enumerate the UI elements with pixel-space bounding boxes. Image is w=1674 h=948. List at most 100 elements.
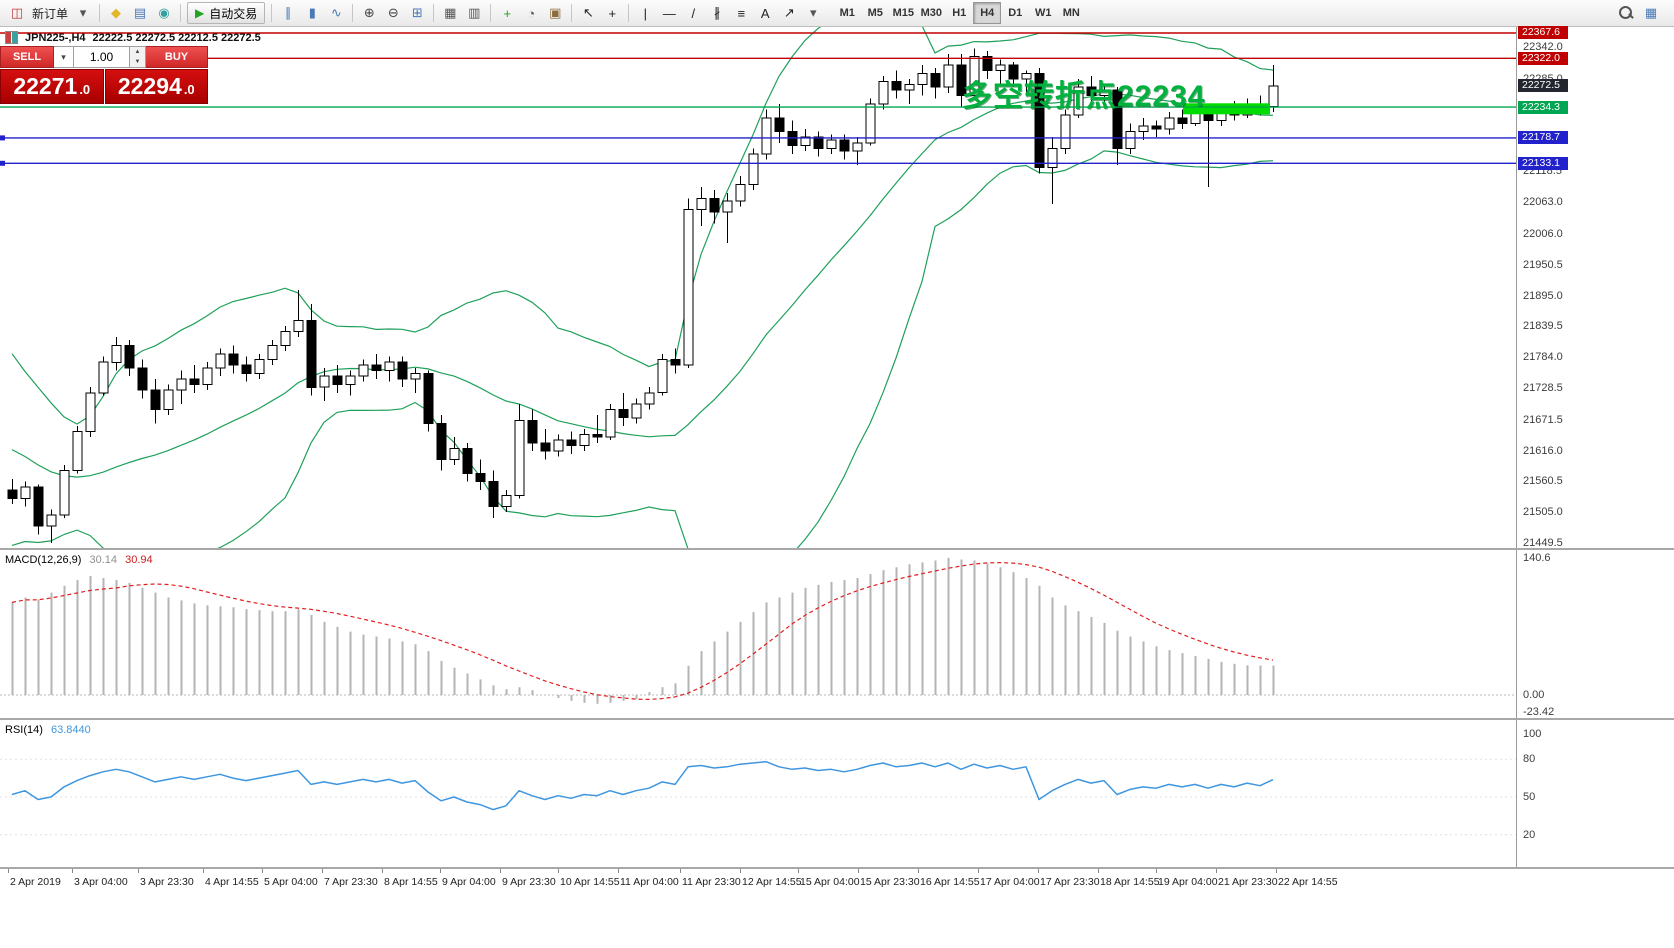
bar-chart-icon[interactable]: ∥ [285, 5, 292, 20]
timeframe-d1[interactable]: D1 [1008, 7, 1023, 19]
buy-button[interactable]: BUY [146, 46, 208, 68]
panel-splitter[interactable] [0, 718, 1674, 720]
periods-icon[interactable]: ◔ [527, 5, 536, 21]
buy-price-button[interactable]: 22294 .0 [104, 69, 208, 104]
trendline-icon[interactable]: / [691, 5, 696, 21]
timeframe-m15[interactable]: M15 [892, 7, 914, 19]
candle-body [1112, 89, 1123, 149]
timeframe-h4[interactable]: H4 [973, 2, 1002, 24]
time-tick [1038, 869, 1039, 873]
line-chart-icon[interactable]: ∿ [330, 5, 342, 20]
new-order-label[interactable]: 新订单 [32, 6, 69, 21]
time-tick [8, 869, 9, 873]
timeframe-w1[interactable]: W1 [1035, 7, 1052, 19]
chart-window[interactable]: JPN225-,H4 22222.5 22272.5 22212.5 22272… [0, 27, 1517, 548]
panel-splitter[interactable] [0, 867, 1674, 869]
cursor-icon[interactable]: ↖ [582, 5, 594, 20]
candle-body [319, 375, 330, 388]
metaeditor-icon[interactable]: ◆ [111, 5, 122, 20]
price-axis-label: 22063.0 [1523, 196, 1563, 208]
terminal-icon[interactable]: ▤ [133, 5, 147, 20]
lot-dropdown-caret-icon[interactable]: ▾ [54, 46, 74, 68]
chart-icon [5, 31, 18, 44]
vertical-line-icon[interactable]: | [643, 5, 647, 21]
indicators-icon[interactable]: + [503, 5, 512, 21]
candle-body [930, 72, 941, 88]
channel-icon[interactable]: ∦ [714, 5, 721, 20]
price-axis-label: 21839.5 [1523, 320, 1563, 332]
time-tick [740, 869, 741, 873]
candle-body [631, 403, 642, 419]
arrow-tools-icon[interactable]: ↗ [783, 5, 795, 20]
tools-caret-icon[interactable]: ▾ [810, 5, 817, 20]
candle-body [722, 200, 733, 213]
candle-body [163, 389, 174, 410]
candlestick-chart[interactable] [0, 27, 1516, 548]
rsi-panel[interactable]: RSI(14) 63.8440 [0, 720, 1517, 867]
sell-button[interactable]: SELL [0, 46, 54, 68]
text-label-icon[interactable]: A [760, 5, 770, 21]
macd-name: MACD(12,26,9) [5, 554, 82, 566]
time-label: 19 Apr 04:00 [1158, 876, 1218, 888]
timeframe-h1[interactable]: H1 [952, 7, 967, 19]
price-axis-label: 21671.5 [1523, 414, 1563, 426]
new-order-caret-icon[interactable]: ▾ [79, 5, 87, 20]
highlight-bar[interactable] [1183, 103, 1270, 115]
line-handle[interactable] [0, 135, 5, 141]
timeframe-mn[interactable]: MN [1062, 7, 1080, 19]
time-label: 10 Apr 14:55 [560, 876, 620, 888]
new-order-icon[interactable]: ◫ [10, 5, 24, 20]
crosshair-icon[interactable]: + [608, 5, 617, 21]
candle-body [59, 470, 70, 516]
time-tick [382, 869, 383, 873]
macd-label: MACD(12,26,9) 30.14 30.94 [5, 554, 153, 566]
lot-stepper[interactable]: ▲ ▼ [130, 46, 146, 68]
horizontal-line-icon[interactable]: — [662, 5, 676, 21]
sounds-icon[interactable]: ◉ [158, 5, 170, 20]
candle-body [1034, 72, 1045, 169]
chart-profile-icon[interactable]: ▦ [1644, 5, 1658, 20]
candle-body [228, 353, 239, 366]
autotrading-button[interactable]: ▶ 自动交易 [187, 2, 266, 24]
candle-body [1086, 86, 1097, 97]
candle-body [332, 375, 343, 385]
candle-body [371, 364, 382, 372]
timeframe-m5[interactable]: M5 [867, 7, 883, 19]
macd-panel[interactable]: MACD(12,26,9) 30.14 30.94 [0, 550, 1517, 718]
candle-body [514, 420, 525, 497]
candle-body [670, 358, 681, 366]
line-handle[interactable] [0, 160, 5, 166]
candle-body [527, 420, 538, 444]
fibonacci-icon[interactable]: ≡ [737, 5, 746, 21]
candlestick-chart-icon[interactable]: ▮ [308, 5, 316, 20]
candle-body [306, 320, 317, 388]
search-icon[interactable] [1617, 4, 1635, 22]
cascade-windows-icon[interactable]: ▥ [468, 5, 481, 20]
tile-windows-icon[interactable]: ▦ [444, 5, 457, 20]
time-tick [1276, 869, 1277, 873]
price-axis-label: 21728.5 [1523, 382, 1563, 394]
time-label: 15 Apr 04:00 [800, 876, 860, 888]
toolbar-separator [271, 4, 273, 22]
lot-step-up-icon[interactable]: ▲ [134, 49, 141, 55]
grid-icon[interactable]: ⊞ [411, 5, 423, 20]
chart-annotation[interactable]: 多空转折点22234 [962, 80, 1206, 113]
time-tick [1156, 869, 1157, 873]
rsi-axis: 100 80 50 20 [1518, 720, 1674, 867]
zoom-in-icon[interactable]: ⊕ [363, 5, 375, 20]
timeframe-m30[interactable]: M30 [920, 7, 942, 19]
lot-step-down-icon[interactable]: ▼ [134, 59, 141, 65]
zoom-out-icon[interactable]: ⊖ [387, 5, 399, 20]
rsi-line [11, 760, 1274, 811]
templates-icon[interactable]: ▣ [549, 5, 562, 20]
sell-price-button[interactable]: 22271 .0 [0, 69, 104, 104]
panel-splitter[interactable] [0, 548, 1674, 550]
autotrading-play-icon: ▶ [195, 6, 205, 20]
timeframe-m1[interactable]: M1 [839, 7, 855, 19]
candle-body [1164, 117, 1175, 130]
lot-size-input[interactable] [74, 46, 130, 68]
candle-body [488, 481, 499, 508]
candle-body [644, 392, 655, 405]
time-tick [440, 869, 441, 873]
candle-body [475, 472, 486, 483]
